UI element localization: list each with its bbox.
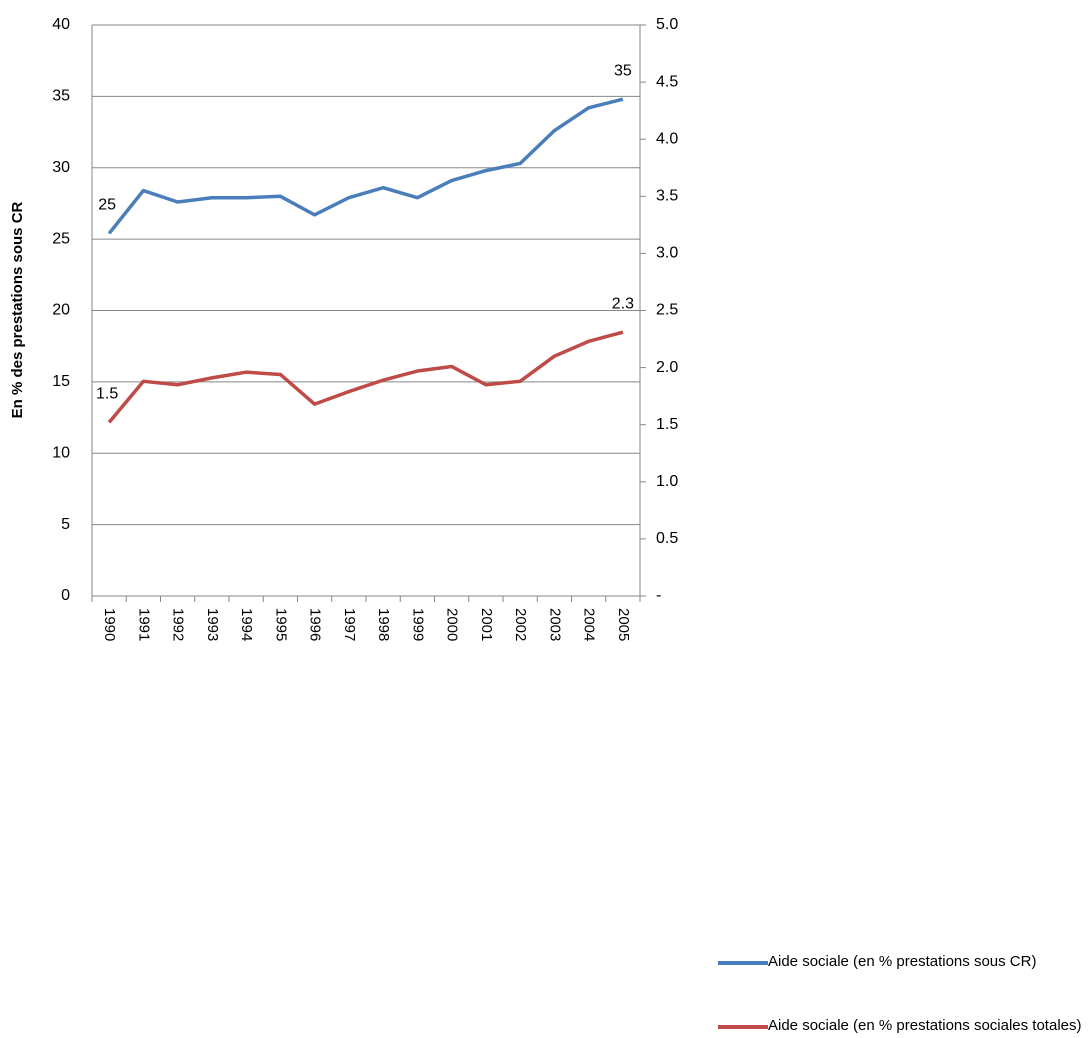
x-tick-label: 2003 [546,608,563,641]
x-tick-label: 1997 [341,608,358,641]
x-tick-label: 1993 [204,608,221,641]
data-label: 1.5 [96,386,118,403]
x-tick-label: 2001 [478,608,495,641]
y2-tick-label: 4.5 [656,73,678,90]
y2-tick-label: 2.0 [656,359,678,376]
y-tick-label: 5 [61,516,70,533]
x-tick-label: 1996 [307,608,324,641]
y2-tick-label: 1.0 [656,473,678,490]
y-tick-label: 40 [52,16,70,33]
page: En % des prestations sous CR 0 5 10 15 20 25 3… [9,16,1082,1034]
y-tick-label: 10 [52,444,70,461]
chart: En % des prestations sous CR 0 5 10 15 20 25 3… [9,16,678,641]
legend-swatch [718,1025,768,1029]
x-tick-label: 1991 [135,608,152,641]
y2-tick-label: 2.5 [656,302,678,319]
series-line [107,330,624,424]
legend-item: Aide sociale (en % prestations sous CR) [718,950,1088,974]
legend-label: Aide sociale (en % prestations sous CR) [768,953,1037,970]
y2-tick-label: - [656,587,661,604]
x-tick-label: 2004 [581,608,598,641]
x-tick-label: 2000 [444,608,461,641]
y2-tick-label: 3.0 [656,245,678,262]
y2-tick-label: 3.5 [656,188,678,205]
y-tick-label: 25 [52,230,70,247]
y-tick-label: 15 [52,373,70,390]
legend-swatch [718,961,768,965]
series-line [107,97,624,235]
y-tick-label: 20 [52,302,70,319]
y-axis-label: En % des prestations sous CR [9,201,26,418]
y-tick-label: 30 [52,159,70,176]
data-label: 2.3 [612,295,634,312]
x-tick-label: 1992 [170,608,187,641]
x-tick-label: 2005 [615,608,632,641]
x-tick-label: 1995 [272,608,289,641]
data-label: 35 [614,62,632,79]
x-tick-label: 1994 [238,608,255,641]
x-tick-label: 1999 [409,608,426,641]
y2-tick-label: 5.0 [656,16,678,33]
x-tick-label: 1998 [375,608,392,641]
y2-tick-label: 1.5 [656,416,678,433]
y2-tick-label: 4.0 [656,130,678,147]
y-tick-label: 35 [52,88,70,105]
legend-item: Aide sociale (en % prestations sociales … [718,1014,1088,1038]
y-tick-label: 0 [61,587,70,604]
x-tick-label: 2002 [512,608,529,641]
x-tick-label: 1990 [101,608,118,641]
y2-tick-label: 0.5 [656,530,678,547]
data-label: 25 [98,197,116,214]
legend-label: Aide sociale (en % prestations sociales … [768,1017,1082,1034]
